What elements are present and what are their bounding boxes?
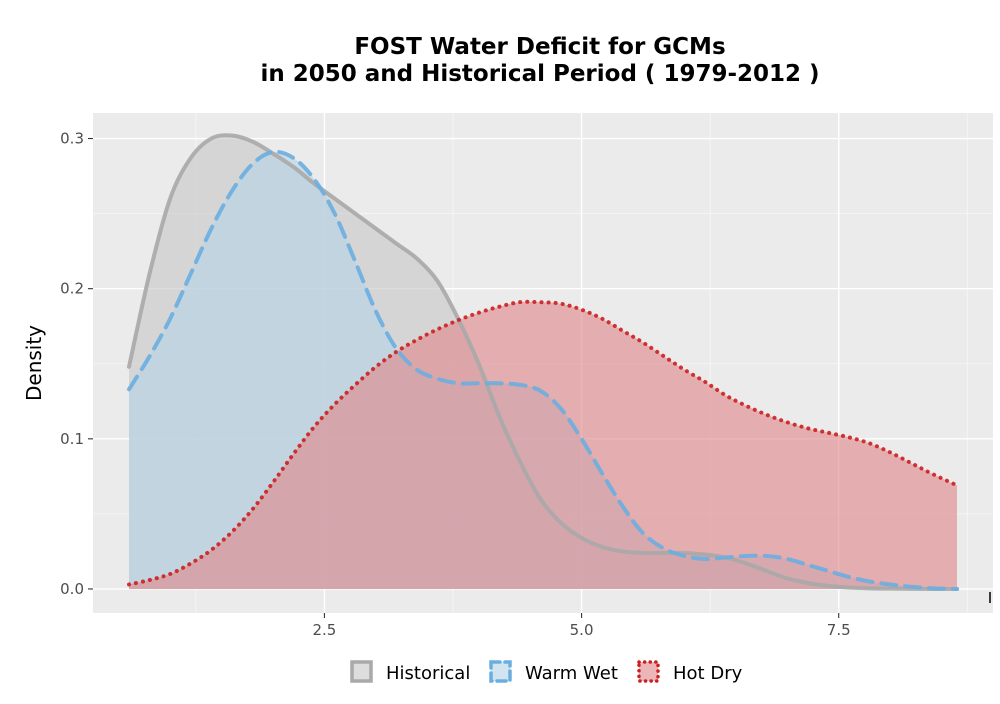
axis-ticks [88,137,991,618]
y-tick-label: 0.1 [60,430,84,448]
x-tick-label: 2.5 [312,621,336,639]
legend: Historical Warm Wet Hot Dry [350,660,743,684]
chart-title: FOST Water Deficit for GCMs [354,34,725,60]
hot-dry-line [127,299,959,587]
hot-dry-area [129,301,957,589]
tick-labels: 2.5 5.0 7.5 0.0 0.1 0.2 0.3 [60,130,851,639]
x-tick-label: 5.0 [570,621,594,639]
density-lines [127,133,959,591]
warm-wet-line [127,149,959,591]
warm-wet-legend-swatch [489,660,512,683]
historical-line [127,133,959,591]
density-fills [129,135,957,589]
chart-subtitle: in 2050 and Historical Period ( 1979-201… [260,61,819,87]
historical-legend-label: Historical [386,663,470,684]
historical-legend-swatch [350,660,373,683]
x-tick-label: 7.5 [827,621,851,639]
y-tick-label: 0.0 [60,580,84,598]
y-tick-label: 0.3 [60,130,84,148]
warm-wet-legend-label: Warm Wet [525,663,618,684]
y-tick-label: 0.2 [60,280,84,298]
y-axis-label: Density [22,325,46,401]
hot-dry-legend-swatch [637,660,660,683]
hot-dry-legend-label: Hot Dry [673,663,743,684]
